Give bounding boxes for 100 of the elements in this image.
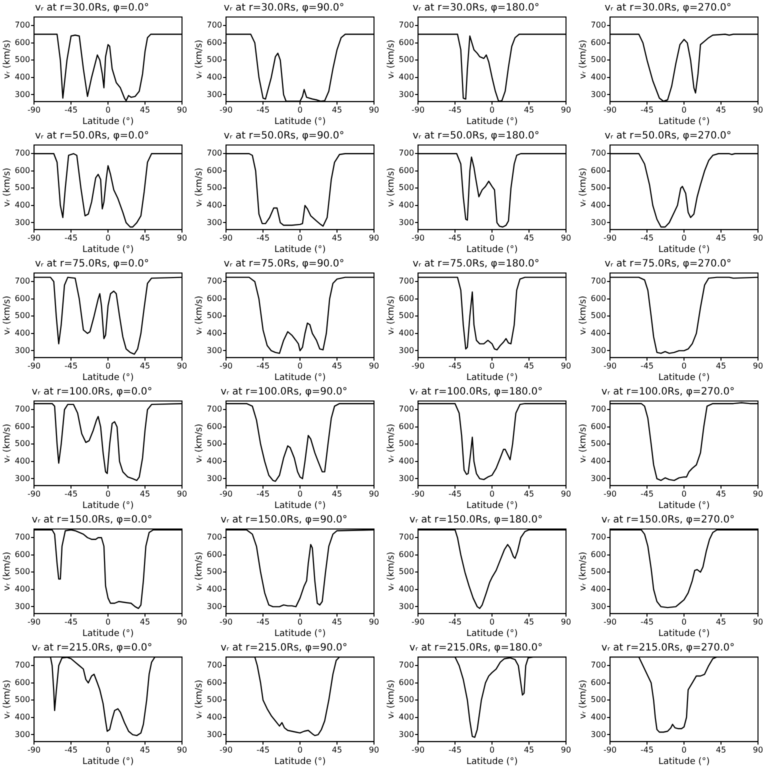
y-tick-label: 500 — [14, 567, 30, 576]
y-tick-label: 400 — [14, 328, 30, 338]
x-tick-label: 90 — [560, 617, 572, 626]
x-axis-title: Latitude (°) — [658, 628, 710, 639]
y-tick-label: 700 — [590, 276, 606, 286]
x-axis-title: Latitude (°) — [658, 372, 710, 383]
x-axis-title: Latitude (°) — [82, 244, 134, 255]
y-tick-label: 400 — [398, 200, 414, 210]
y-tick-label: 300 — [590, 474, 606, 483]
x-tick-label: -45 — [64, 105, 78, 114]
chart-title: vᵣ at r=30.0Rs, φ=0.0° — [34, 2, 150, 14]
y-axis-title: vᵣ (km/s) — [578, 296, 589, 335]
y-tick-label: 700 — [14, 404, 30, 414]
y-tick-label: 300 — [398, 218, 414, 227]
y-tick-label: 400 — [206, 72, 222, 82]
y-tick-label: 700 — [206, 660, 222, 670]
x-tick-label: 90 — [368, 233, 380, 242]
y-axis-title: vᵣ (km/s) — [386, 40, 397, 79]
x-axis-title: Latitude (°) — [658, 244, 710, 255]
y-tick-label: 500 — [398, 55, 414, 64]
x-tick-label: -45 — [256, 745, 270, 754]
x-tick-label: -90 — [28, 745, 41, 754]
y-axis-title: vᵣ (km/s) — [194, 680, 205, 719]
x-tick-label: 0 — [105, 745, 111, 754]
y-tick-label: 300 — [206, 218, 222, 227]
x-tick-label: 0 — [489, 745, 495, 754]
x-tick-label: -90 — [412, 745, 425, 754]
y-tick-label: 700 — [206, 20, 222, 30]
y-tick-label: 300 — [206, 346, 222, 355]
y-tick-label: 600 — [398, 166, 414, 175]
chart-title: vᵣ at r=100.0Rs, φ=270.0° — [601, 386, 735, 398]
y-tick-label: 600 — [590, 678, 606, 687]
x-tick-label: 45 — [524, 745, 534, 754]
x-tick-label: 45 — [524, 233, 534, 242]
chart-title: vᵣ at r=50.0Rs, φ=0.0° — [34, 130, 150, 142]
y-axis-title: vᵣ (km/s) — [386, 296, 397, 335]
x-tick-label: 45 — [140, 489, 150, 498]
y-tick-label: 700 — [398, 148, 414, 158]
x-axis-title: Latitude (°) — [82, 500, 134, 511]
x-tick-label: 0 — [105, 233, 111, 242]
y-tick-label: 500 — [206, 695, 222, 704]
y-tick-label: 300 — [398, 346, 414, 355]
x-tick-label: -90 — [412, 617, 425, 626]
x-tick-label: 90 — [368, 361, 380, 370]
x-tick-label: 45 — [332, 361, 342, 370]
x-tick-label: -45 — [256, 617, 270, 626]
y-tick-label: 500 — [206, 439, 222, 448]
y-tick-label: 600 — [398, 294, 414, 303]
y-axis-title: vᵣ (km/s) — [194, 552, 205, 591]
x-tick-label: -45 — [64, 745, 78, 754]
x-tick-label: -90 — [412, 105, 425, 114]
x-tick-label: 90 — [560, 745, 572, 754]
x-tick-label: 45 — [524, 489, 534, 498]
y-axis-title: vᵣ (km/s) — [194, 168, 205, 207]
chart-title: vᵣ at r=150.0Rs, φ=270.0° — [601, 514, 735, 526]
x-tick-label: 0 — [297, 361, 303, 370]
x-axis-title: Latitude (°) — [466, 756, 518, 767]
x-tick-label: -45 — [640, 233, 654, 242]
x-axis-title: Latitude (°) — [466, 628, 518, 639]
y-tick-label: 700 — [590, 660, 606, 670]
x-tick-label: 0 — [489, 617, 495, 626]
y-tick-label: 700 — [590, 20, 606, 30]
x-tick-label: 0 — [489, 233, 495, 242]
y-tick-label: 700 — [206, 276, 222, 286]
x-tick-label: -90 — [604, 105, 617, 114]
y-axis-title: vᵣ (km/s) — [578, 680, 589, 719]
y-tick-label: 500 — [398, 695, 414, 704]
x-tick-label: -45 — [448, 617, 462, 626]
x-axis-title: Latitude (°) — [274, 116, 326, 127]
chart-title: vᵣ at r=75.0Rs, φ=90.0° — [224, 258, 344, 270]
chart-title: vᵣ at r=50.0Rs, φ=270.0° — [604, 130, 732, 142]
x-axis-title: Latitude (°) — [274, 372, 326, 383]
x-tick-label: 90 — [752, 361, 764, 370]
y-tick-label: 300 — [590, 730, 606, 739]
x-tick-label: -90 — [220, 361, 233, 370]
x-tick-label: 90 — [368, 745, 380, 754]
x-tick-label: 90 — [176, 105, 188, 114]
x-axis-title: Latitude (°) — [658, 500, 710, 511]
x-tick-label: 45 — [716, 361, 726, 370]
y-tick-label: 400 — [590, 72, 606, 82]
x-tick-label: 45 — [332, 489, 342, 498]
x-tick-label: 0 — [297, 617, 303, 626]
x-tick-label: 90 — [752, 489, 764, 498]
y-tick-label: 400 — [14, 712, 30, 722]
y-tick-label: 400 — [14, 456, 30, 466]
x-tick-label: -45 — [256, 489, 270, 498]
x-axis-title: Latitude (°) — [274, 628, 326, 639]
y-axis-title: vᵣ (km/s) — [2, 40, 13, 79]
y-axis-title: vᵣ (km/s) — [578, 424, 589, 463]
y-axis-title: vᵣ (km/s) — [578, 168, 589, 207]
x-tick-label: -45 — [64, 233, 78, 242]
x-tick-label: -45 — [256, 361, 270, 370]
y-axis-title: vᵣ (km/s) — [578, 40, 589, 79]
x-tick-label: 0 — [105, 105, 111, 114]
x-tick-label: 0 — [681, 489, 687, 498]
y-tick-label: 400 — [590, 584, 606, 594]
x-tick-label: 0 — [105, 617, 111, 626]
y-tick-label: 600 — [590, 422, 606, 431]
x-tick-label: 45 — [716, 489, 726, 498]
y-tick-label: 500 — [590, 439, 606, 448]
